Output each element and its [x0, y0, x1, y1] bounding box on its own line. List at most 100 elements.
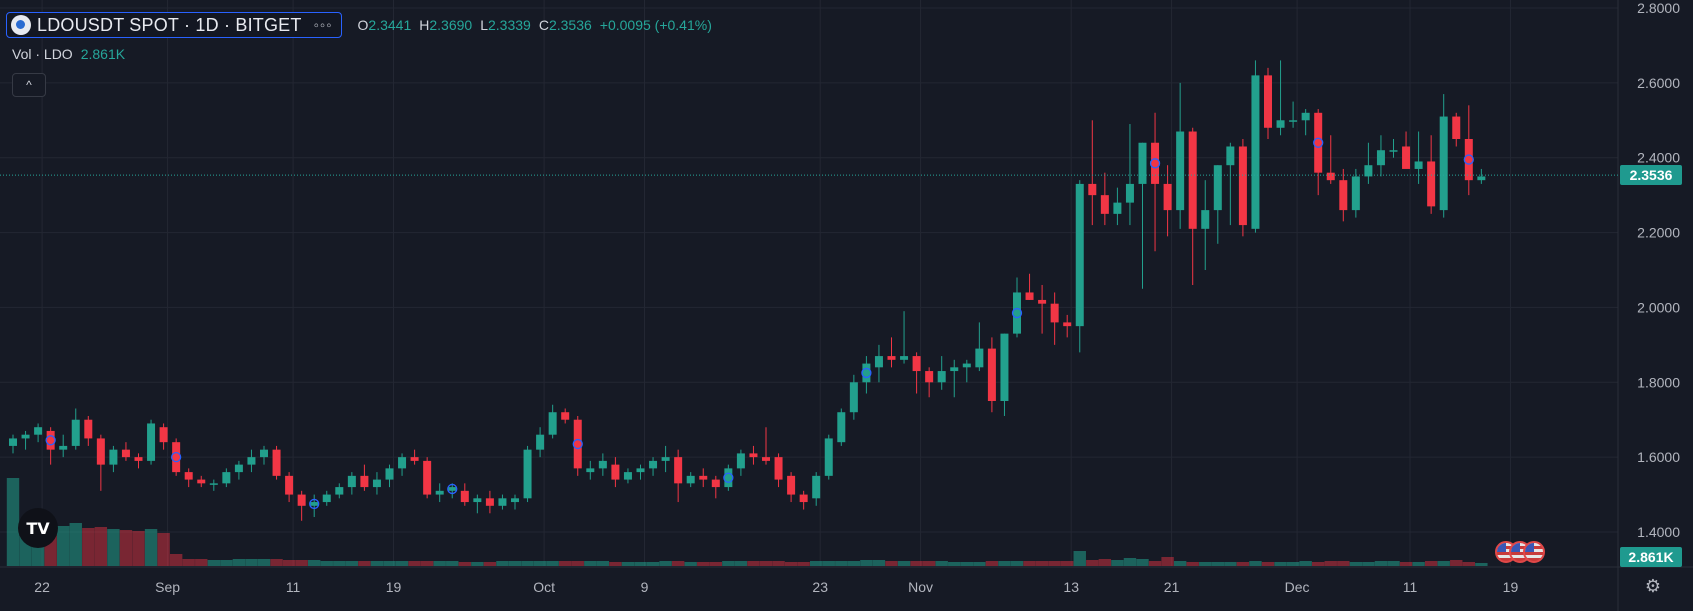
volume-bar [1224, 562, 1237, 566]
more-options-icon[interactable]: ◦◦◦ [313, 16, 333, 34]
volume-bar [1362, 562, 1375, 566]
candle [322, 490, 331, 506]
x-tick-label: 11 [286, 579, 301, 595]
candle [1289, 101, 1298, 128]
candle [1464, 105, 1473, 196]
candle [1013, 277, 1021, 338]
symbol-title[interactable]: LDOUSDT SPOT · 1D · BITGET [37, 14, 302, 35]
volume-bar [1274, 562, 1287, 566]
event-marker[interactable] [447, 483, 458, 495]
tradingview-logo-icon[interactable]: TV [18, 508, 58, 548]
candle [310, 494, 319, 518]
volume-bar [1199, 562, 1212, 566]
x-tick-label: Nov [908, 579, 933, 595]
volume-bar [835, 561, 848, 566]
us-flag-icon[interactable] [1523, 541, 1545, 563]
candle [736, 449, 745, 476]
candle [347, 472, 356, 495]
volume-bar [1023, 561, 1036, 566]
event-marker[interactable] [170, 451, 182, 463]
volume-bar [797, 562, 810, 566]
volume-label: Vol · LDO [12, 46, 73, 62]
candle [1389, 139, 1398, 158]
current-volume-label: 2.861K [1620, 547, 1682, 567]
volume-bars [6, 478, 1488, 566]
volume-bar [1086, 560, 1099, 566]
volume-bar [1387, 561, 1400, 566]
volume-bar [559, 561, 572, 566]
volume-bar [82, 528, 95, 566]
volume-bar [144, 529, 158, 566]
volume-bar [420, 561, 434, 566]
volume-bar [1073, 551, 1086, 566]
volume-bar [1312, 562, 1325, 566]
volume-bar [985, 561, 999, 566]
candle [485, 490, 494, 514]
volume-bar [533, 561, 547, 566]
y-tick-label: 1.8000 [1637, 374, 1680, 390]
x-tick-label: 11 [1403, 579, 1418, 595]
candle [1402, 131, 1411, 169]
event-marker[interactable] [1313, 137, 1324, 148]
candle [900, 311, 909, 364]
candle [548, 404, 557, 439]
candle [787, 472, 796, 503]
candle [1113, 187, 1122, 226]
grid [0, 0, 1618, 566]
volume-bar [609, 562, 622, 566]
candle [222, 468, 231, 488]
candle [285, 472, 294, 503]
volume-bar [345, 561, 359, 566]
volume-bar [270, 559, 283, 566]
volume-bar [395, 561, 409, 566]
event-marker[interactable] [1011, 307, 1023, 319]
x-tick-label: 22 [34, 579, 50, 595]
volume-bar [1349, 562, 1363, 566]
x-tick-label: Oct [533, 579, 555, 595]
volume-value: 2.861K [80, 46, 126, 62]
volume-bar [1462, 562, 1475, 566]
y-tick-label: 2.4000 [1637, 150, 1680, 166]
candle [611, 457, 620, 488]
volume-bar [1123, 558, 1137, 566]
volume-bar [408, 561, 421, 566]
event-marker[interactable] [309, 498, 320, 510]
collapse-legend-button[interactable]: ^ [12, 73, 46, 97]
ldo-logo-icon [11, 15, 31, 35]
volume-bar [922, 561, 936, 566]
economic-events[interactable] [1495, 541, 1555, 565]
volume-bar [446, 561, 459, 566]
volume-bar [1412, 562, 1425, 566]
ohlc-low: L2.3339 [480, 17, 531, 33]
volume-bar [1061, 561, 1074, 566]
candle [1452, 112, 1461, 147]
candle [46, 427, 55, 465]
volume-bar [1337, 561, 1350, 566]
settings-gear-icon[interactable]: ⚙ [1644, 575, 1662, 596]
event-marker[interactable] [723, 472, 734, 483]
candle [1439, 94, 1448, 218]
candle [1025, 273, 1034, 300]
volume-bar [1161, 557, 1174, 566]
x-tick-label: 19 [386, 579, 402, 595]
volume-bar [646, 562, 660, 566]
candle [410, 449, 419, 465]
y-tick-label: 1.4000 [1637, 524, 1680, 540]
event-marker[interactable] [45, 435, 56, 446]
candle [385, 464, 394, 488]
event-marker[interactable] [572, 438, 583, 450]
candle [511, 494, 519, 510]
candle [1100, 172, 1109, 226]
volume-bar [1374, 561, 1388, 566]
volume-legend[interactable]: Vol · LDO 2.861K [12, 46, 125, 62]
event-marker[interactable] [1149, 158, 1161, 169]
volume-bar [107, 529, 120, 566]
candle [824, 434, 833, 480]
x-tick-label: 23 [812, 579, 828, 595]
volume-bar [897, 561, 911, 566]
event-marker[interactable] [861, 367, 872, 379]
event-marker[interactable] [1463, 154, 1474, 165]
symbol-selector[interactable]: LDOUSDT SPOT · 1D · BITGET ◦◦◦ [6, 12, 342, 38]
